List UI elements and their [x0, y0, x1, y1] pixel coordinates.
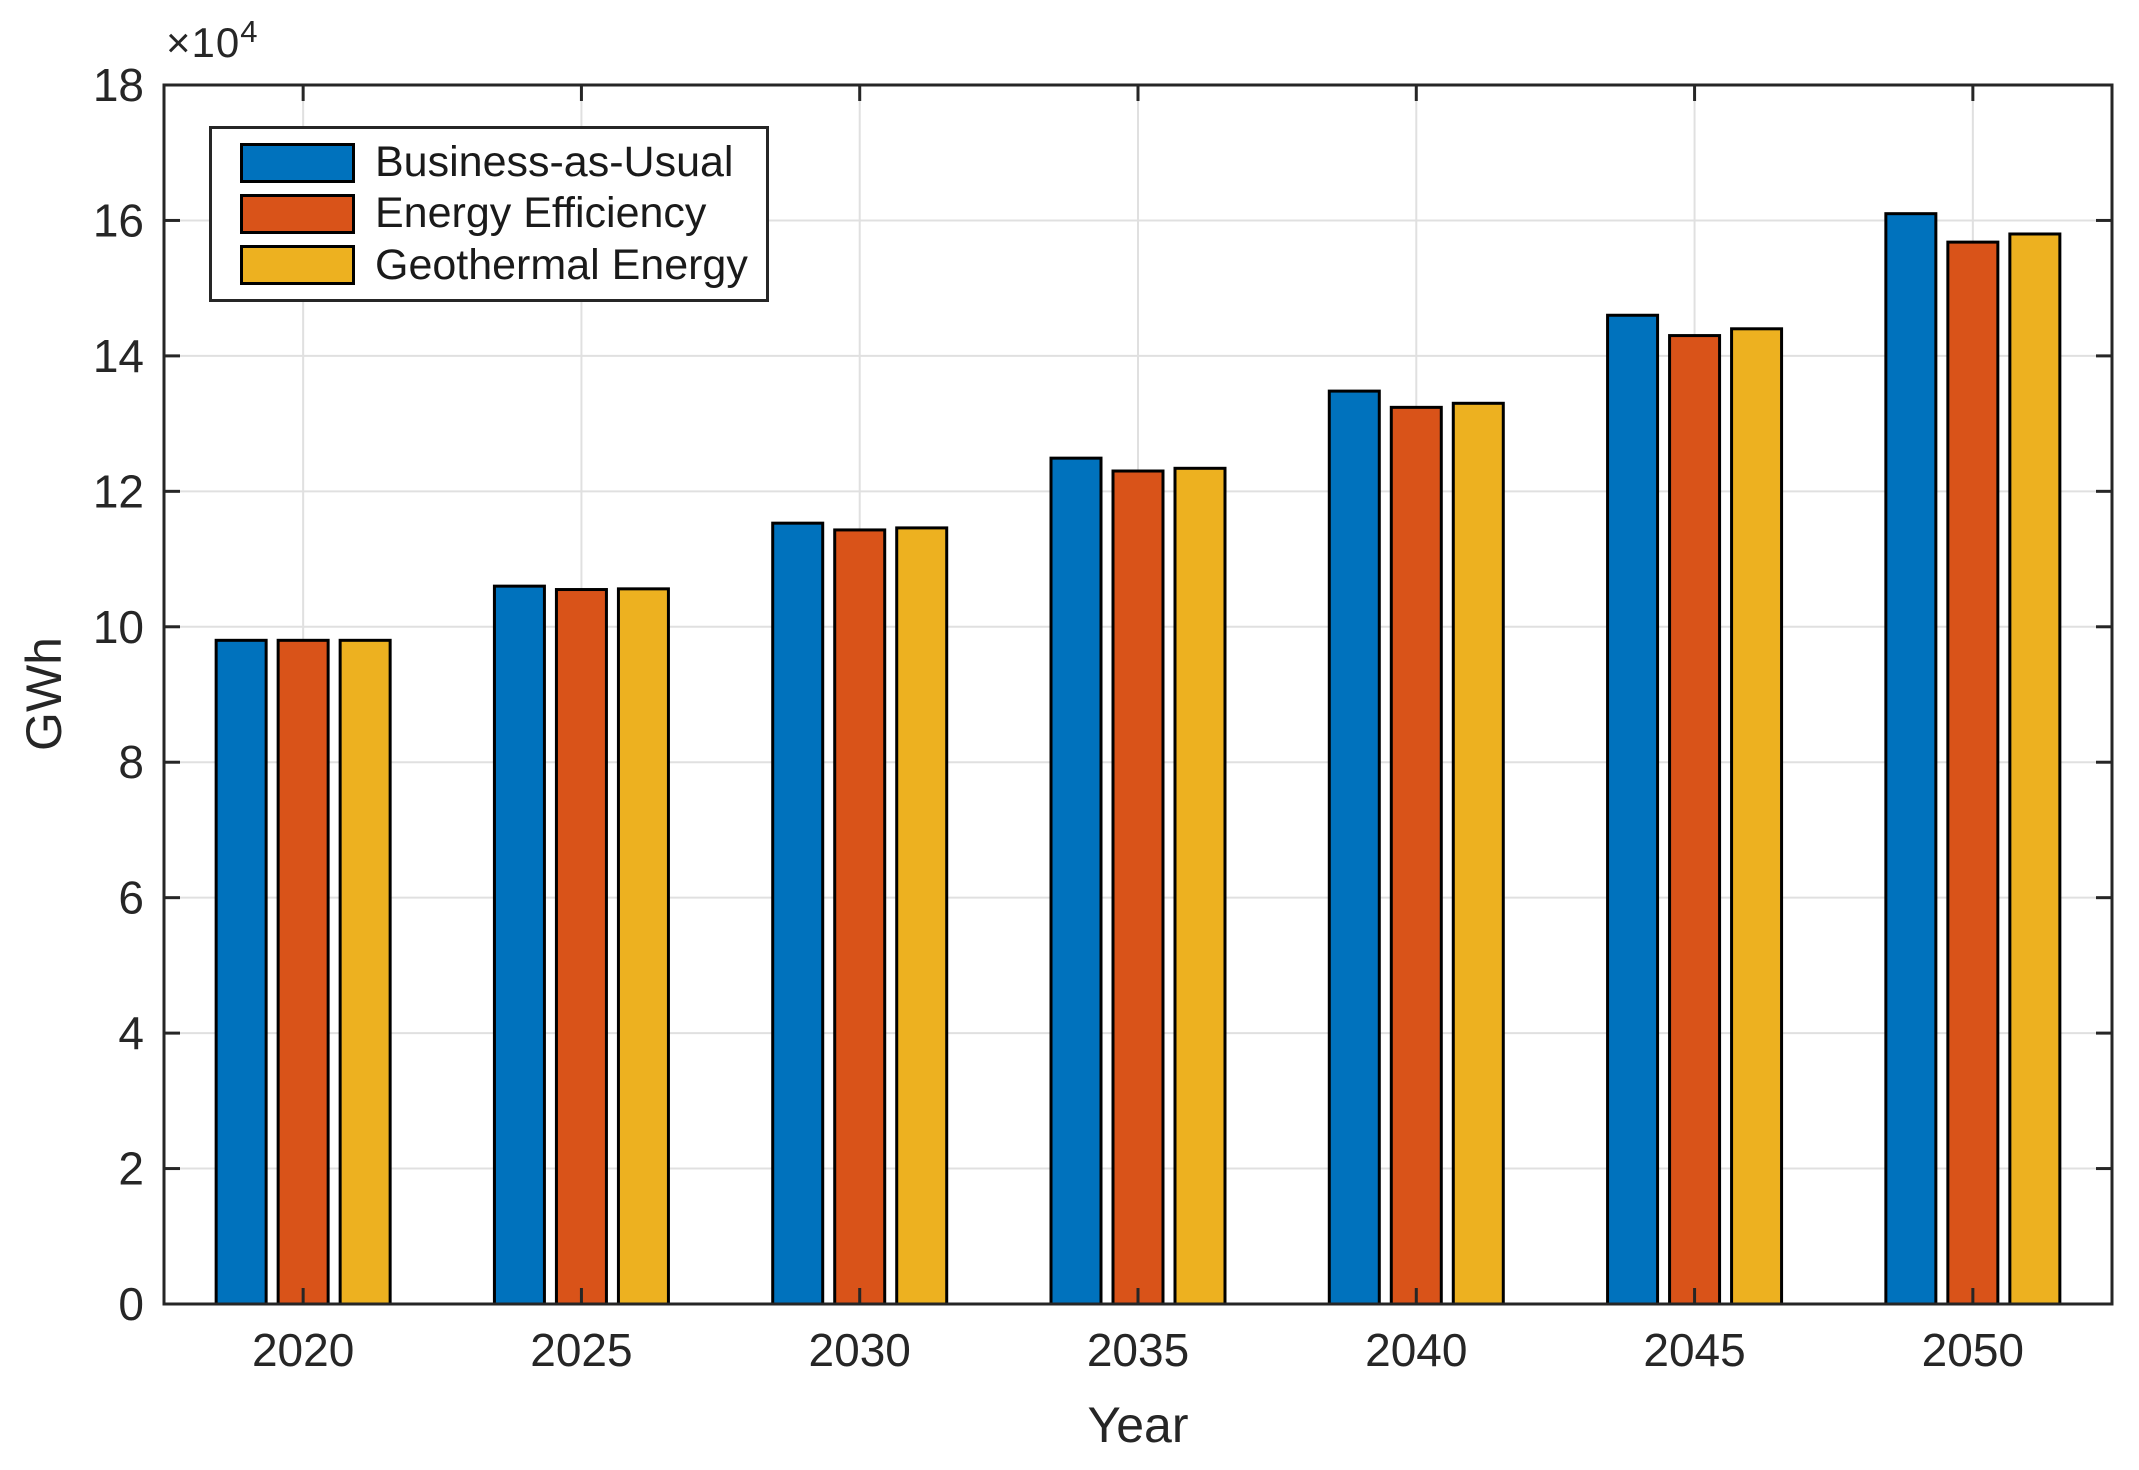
y-tick-label: 2: [118, 1143, 144, 1195]
legend-label-business-as-usual: Business-as-Usual: [375, 138, 734, 187]
bar-business-as-usual-2050: [1884, 212, 1938, 1306]
x-axis-label: Year: [1087, 1397, 1189, 1453]
legend-item-energy-efficiency: Energy Efficiency: [240, 189, 766, 238]
x-tick-label: 2030: [809, 1324, 911, 1376]
y-tick-label: 16: [93, 194, 144, 246]
legend-label-geothermal-energy: Geothermal Energy: [375, 240, 748, 289]
bar-business-as-usual-2045: [1606, 313, 1660, 1306]
bar-energy-efficiency-2035: [1111, 469, 1165, 1306]
y-tick-label: 18: [93, 59, 144, 111]
bar-energy-efficiency-2040: [1389, 405, 1443, 1306]
x-tick-label: 2050: [1922, 1324, 2024, 1376]
y-tick-label: 0: [118, 1278, 144, 1330]
legend-item-geothermal-energy: Geothermal Energy: [240, 241, 766, 290]
legend-label-energy-efficiency: Energy Efficiency: [375, 189, 707, 238]
x-tick-label: 2020: [252, 1324, 354, 1376]
x-tick-label: 2040: [1365, 1324, 1467, 1376]
bar-energy-efficiency-2045: [1668, 334, 1722, 1306]
y-tick-label: 6: [118, 872, 144, 924]
y-axis-label: GWh: [16, 637, 72, 751]
y-tick-label: 14: [93, 330, 144, 382]
y-axis-multiplier-exponent: 4: [240, 14, 259, 49]
bar-geothermal-energy-2025: [616, 587, 670, 1306]
bar-geothermal-energy-2045: [1730, 327, 1784, 1306]
x-tick-label: 2045: [1643, 1324, 1745, 1376]
bar-business-as-usual-2020: [214, 638, 268, 1306]
legend-swatch-energy-efficiency: [240, 193, 355, 234]
bar-geothermal-energy-2040: [1451, 401, 1505, 1306]
bar-energy-efficiency-2025: [554, 588, 608, 1306]
bar-business-as-usual-2030: [771, 521, 825, 1306]
x-tick-label: 2035: [1087, 1324, 1189, 1376]
bar-business-as-usual-2035: [1049, 456, 1103, 1306]
legend-swatch-business-as-usual: [240, 142, 355, 183]
y-tick-label: 10: [93, 601, 144, 653]
y-tick-label: 12: [93, 465, 144, 517]
x-tick-label: 2025: [530, 1324, 632, 1376]
y-tick-label: 8: [118, 736, 144, 788]
bar-energy-efficiency-2030: [833, 528, 887, 1306]
bar-geothermal-energy-2030: [895, 526, 949, 1306]
legend-swatch-geothermal-energy: [240, 245, 355, 286]
bar-business-as-usual-2025: [492, 584, 546, 1306]
bar-business-as-usual-2040: [1327, 389, 1381, 1306]
y-axis-multiplier: ×104: [166, 14, 259, 67]
y-tick-label: 4: [118, 1007, 144, 1059]
bar-geothermal-energy-2035: [1173, 466, 1227, 1306]
bar-energy-efficiency-2020: [276, 638, 330, 1306]
bar-geothermal-energy-2020: [338, 638, 392, 1306]
y-axis-multiplier-base: ×10: [166, 19, 241, 66]
bar-energy-efficiency-2050: [1946, 240, 2000, 1306]
legend: Business-as-Usual Energy Efficiency Geot…: [209, 126, 769, 302]
bar-geothermal-energy-2050: [2008, 232, 2062, 1306]
legend-item-business-as-usual: Business-as-Usual: [240, 138, 766, 187]
